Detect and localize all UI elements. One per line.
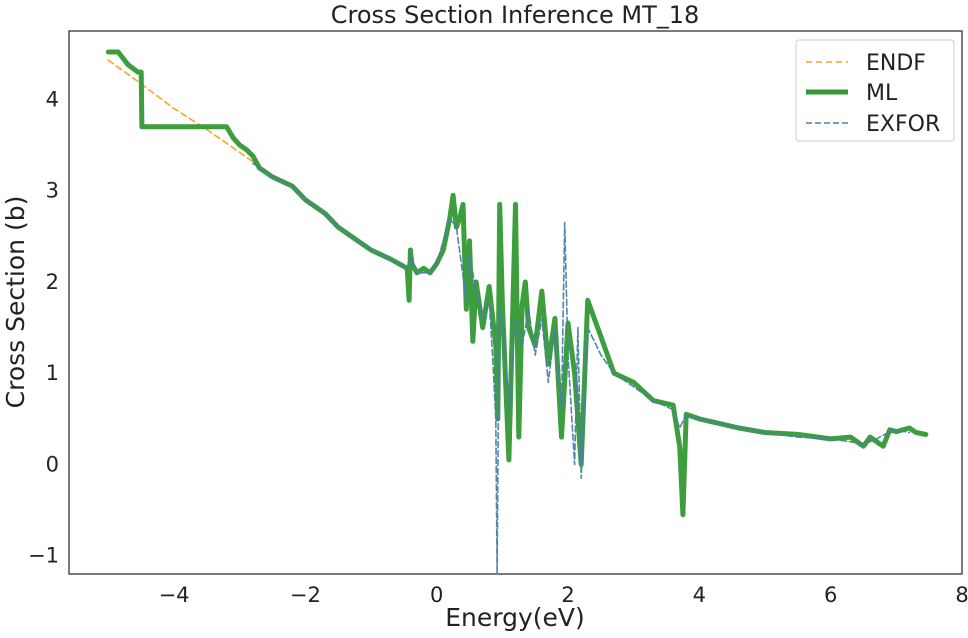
x-tick-label: −4 xyxy=(159,583,190,607)
x-tick-label: 4 xyxy=(693,583,706,607)
y-tick-label: −1 xyxy=(28,544,59,568)
x-axis-ticks: −4 −2 0 2 4 6 8 xyxy=(159,583,968,607)
y-tick-label: 4 xyxy=(46,87,59,111)
y-tick-label: 3 xyxy=(46,179,59,203)
legend-box xyxy=(795,39,955,142)
series-line-endf xyxy=(107,59,261,167)
series-line-exfor xyxy=(252,162,911,575)
y-tick-label: 1 xyxy=(46,361,59,385)
y-tick-label: 2 xyxy=(46,270,59,294)
legend: ENDF ML EXFOR xyxy=(795,39,955,142)
x-tick-label: −2 xyxy=(290,583,321,607)
series-layer xyxy=(105,49,929,575)
legend-label-endf: ENDF xyxy=(866,51,926,76)
legend-label-exfor: EXFOR xyxy=(866,112,940,137)
x-tick-label: 6 xyxy=(824,583,837,607)
y-tick-label: 0 xyxy=(46,452,59,476)
y-axis-label: Cross Section (b) xyxy=(1,196,30,409)
x-axis-label: Energy(eV) xyxy=(445,603,585,632)
chart-title: Cross Section Inference MT_18 xyxy=(331,1,700,29)
x-tick-label: 2 xyxy=(561,583,574,607)
x-tick-label: 0 xyxy=(430,583,443,607)
y-axis-ticks: −1 0 1 2 3 4 xyxy=(28,87,59,567)
legend-label-ml: ML xyxy=(866,81,898,106)
x-tick-label: 8 xyxy=(955,583,968,607)
